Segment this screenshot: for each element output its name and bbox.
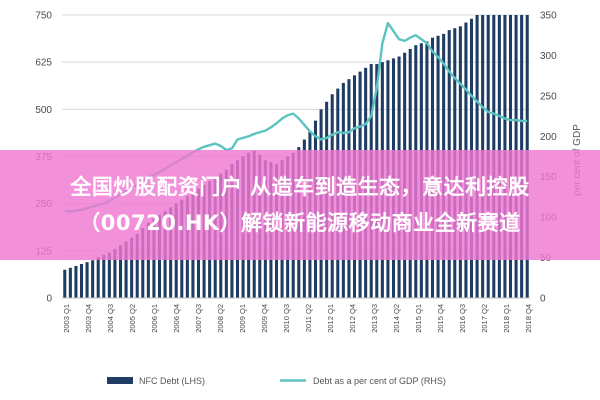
left-tick-label: 750 xyxy=(35,11,52,22)
legend-line-label: Debt as a per cent of GDP (RHS) xyxy=(313,376,446,386)
left-tick-label: 625 xyxy=(35,58,52,69)
x-tick-label: 2006 Q1 xyxy=(150,304,159,333)
bar xyxy=(141,228,145,298)
x-tick-label: 2017 Q2 xyxy=(480,304,489,333)
x-tick-label: 2003 Q1 xyxy=(62,304,71,333)
legend-bar-swatch xyxy=(107,377,133,384)
left-tick-label: 500 xyxy=(35,105,52,116)
right-tick-label: 350 xyxy=(540,11,557,22)
bar xyxy=(113,248,117,298)
x-tick-label: 2006 Q4 xyxy=(172,304,181,333)
x-tick-label: 2013 Q3 xyxy=(370,304,379,333)
legend-bar-label: NFC Debt (LHS) xyxy=(139,376,205,386)
promo-banner[interactable]: 全国炒股配资门户 从造车到造生态，意达利控股（00720.HK）解锁新能源移动商… xyxy=(0,150,600,260)
bar xyxy=(85,262,89,298)
bar xyxy=(118,245,123,298)
x-tick-label: 2011 Q2 xyxy=(304,304,313,332)
banner-text: 全国炒股配资门户 从造车到造生态，意达利控股（00720.HK）解锁新能源移动商… xyxy=(70,175,530,235)
x-tick-label: 2012 Q4 xyxy=(348,304,357,333)
x-tick-label: 2010 Q3 xyxy=(282,304,291,333)
right-tick-label: 0 xyxy=(540,294,546,305)
x-tick-label: 2018 Q1 xyxy=(502,304,511,333)
legend: NFC Debt (LHS) Debt as a per cent of GDP… xyxy=(107,376,446,386)
bar xyxy=(130,237,134,298)
x-tick-label: 2016 Q3 xyxy=(458,304,467,333)
x-tick-label: 2003 Q4 xyxy=(84,304,93,333)
bar xyxy=(79,264,84,298)
bar xyxy=(63,269,67,298)
right-tick-label: 250 xyxy=(540,91,557,102)
bar xyxy=(135,233,139,298)
x-tick-label: 2009 Q1 xyxy=(238,304,247,333)
x-tick-label: 2008 Q2 xyxy=(216,304,225,333)
bar xyxy=(107,252,111,298)
x-tick-label: 2004 Q3 xyxy=(106,304,115,333)
bar xyxy=(91,260,95,298)
x-tick-label: 2018 Q4 xyxy=(524,304,533,333)
bar xyxy=(102,254,106,298)
bar xyxy=(124,241,128,298)
left-tick-label: 0 xyxy=(46,294,52,305)
bar xyxy=(146,222,150,298)
x-tick-label: 2015 Q1 xyxy=(414,304,423,333)
bar xyxy=(74,265,78,298)
x-tick-label: 2015 Q4 xyxy=(436,304,445,333)
x-tick-label: 2007 Q3 xyxy=(194,304,203,333)
right-tick-label: 200 xyxy=(540,132,557,143)
x-tick-label: 2009 Q4 xyxy=(260,304,269,333)
bar xyxy=(68,267,72,298)
x-tick-label: 2005 Q2 xyxy=(128,304,137,333)
bar xyxy=(96,257,100,298)
x-tick-label: 2014 Q2 xyxy=(392,304,401,333)
right-tick-label: 300 xyxy=(540,51,557,62)
x-tick-label: 2012 Q1 xyxy=(326,304,335,333)
